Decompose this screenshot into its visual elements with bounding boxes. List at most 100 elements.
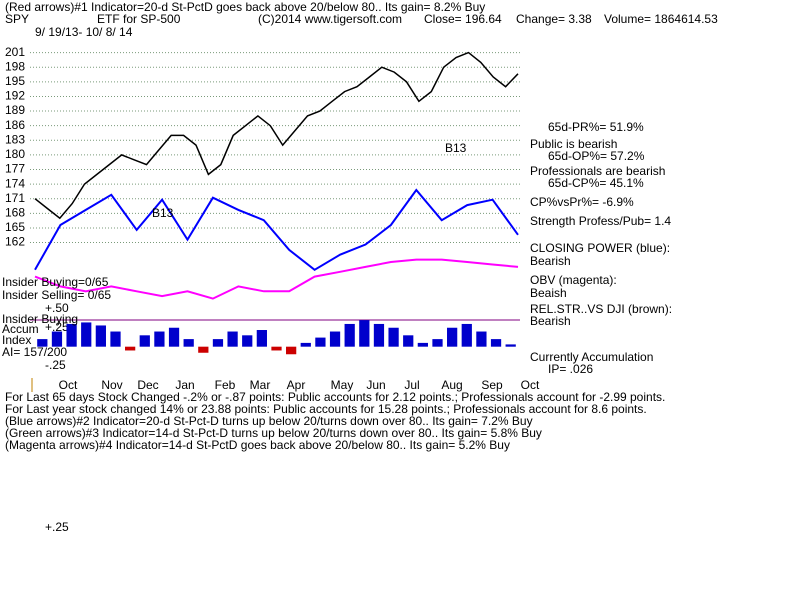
right-note: IP= .026 [548,362,593,376]
accumulation-bar [154,331,165,347]
right-note: Bearish [530,254,571,268]
x-tick-label: Jun [366,378,385,392]
y-tick-label: 195 [5,74,25,88]
accumulation-bar [110,331,121,347]
bottom-note: (Green arrows)#3 Indicator=14-d St-Pct-D… [5,426,542,440]
x-tick-label: Jan [175,378,194,392]
x-tick-label: Oct [521,378,540,392]
right-note: Currently Accumulation [530,350,653,364]
left-note: Insider Buying=0/65 [2,275,109,289]
header-field: Close= 196.64 [424,12,502,26]
x-tick-label: Feb [215,378,236,392]
x-tick-label: Sep [481,378,503,392]
y-tick-label: 162 [5,235,25,249]
accumulation-bar [447,327,458,347]
closing-power-line [34,188,519,272]
bottom-note: (Magenta arrows)#4 Indicator=14-d St-Pct… [5,438,510,452]
right-note: CP%vsPr%= -6.9% [530,195,634,209]
bottom-note: (Blue arrows)#2 Indicator=20-d St-Pct-D … [5,414,533,428]
price-line [34,51,519,220]
accumulation-bar [388,327,399,347]
accumulation-bar [432,339,443,347]
right-note: Professionals are bearish [530,164,665,178]
accumulation-bar [198,346,209,353]
accumulation-bar [256,330,267,347]
right-note: 65d-CP%= 45.1% [548,176,644,190]
accumulation-bar [271,346,282,351]
accumulation-bar [37,339,48,347]
accumulation-bar [359,320,370,347]
accumulation-bar [315,337,326,347]
y-tick-label: 201 [5,45,25,59]
x-tick-label: Dec [137,378,158,392]
y-tick-label: 186 [5,118,25,132]
right-note: 65d-OP%= 57.2% [548,149,645,163]
accumulation-bar [344,323,355,347]
accumulation-bar [168,327,180,347]
y-tick-label: 168 [5,206,25,220]
right-note: CLOSING POWER (blue): [530,241,670,255]
accumulation-bar [403,335,414,347]
x-tick-label: Aug [441,378,462,392]
accumulation-bar [490,339,502,347]
accumulation-bar [212,339,224,347]
y-tick-label: 165 [5,220,25,234]
accumulation-bar [505,344,516,347]
accumulation-bar [183,339,194,347]
accumulation-bar [461,323,472,347]
stray-label: +.25 [45,520,69,534]
left-note: Accum [2,322,39,336]
accumulation-bar [329,331,341,347]
chart-label: B13 [152,206,174,220]
accumulation-bar [227,331,238,347]
y-tick-label: 198 [5,59,25,73]
chart-subtitle: 9/ 19/13- 10/ 8/ 14 [35,25,133,39]
accumulation-bar [373,323,385,347]
right-note: Strength Profess/Pub= 1.4 [530,214,671,228]
ai-tick-label: +.50 [45,301,69,315]
header-field: SPY [5,12,29,26]
accumulation-bar [81,322,92,347]
right-note: 65d-PR%= 51.9% [548,120,644,134]
y-tick-label: 192 [5,89,25,103]
right-note: OBV (magenta): [530,273,617,287]
accumulation-bar [417,342,428,347]
bottom-note: For Last year stock changed 14% or 23.88… [5,402,647,416]
right-note: REL.STR..VS DJI (brown): [530,302,672,316]
accumulation-bar [66,323,77,347]
right-note: Bearish [530,314,571,328]
x-tick-label: May [331,378,354,392]
accumulation-bar [51,331,63,347]
y-tick-label: 174 [5,176,25,190]
header-field: Change= 3.38 [516,12,592,26]
accumulation-bar [300,342,311,347]
left-note: Insider Selling= 0/65 [2,288,111,302]
x-tick-label: Oct [59,378,78,392]
accumulation-bar [95,325,106,347]
y-tick-label: 189 [5,103,25,117]
y-tick-label: 180 [5,147,25,161]
x-tick-label: Nov [101,378,122,392]
left-note: Index [2,333,31,347]
y-tick-label: 177 [5,162,25,176]
left-note: Insider Buying [2,312,78,326]
chart-label: B13 [445,141,467,155]
chart-title: (Red arrows)#1 Indicator=20-d St-PctD go… [5,0,485,14]
y-tick-label: 171 [5,191,25,205]
header-field: (C)2014 www.tigersoft.com [258,12,402,26]
accumulation-bar [139,335,150,347]
right-note: Beaish [530,286,567,300]
x-tick-label: Mar [250,378,271,392]
accumulation-bar [125,346,136,351]
accumulation-bar [242,335,253,347]
header-field: ETF for SP-500 [97,12,181,26]
obv-line [34,258,519,300]
accumulation-bar [476,331,487,347]
x-tick-label: Apr [287,378,306,392]
x-tick-label: Jul [404,378,419,392]
y-tick-label: 183 [5,132,25,146]
left-note: AI= 157/200 [2,345,67,359]
header-field: Volume= 1864614.53 [604,12,718,26]
bottom-note: For Last 65 days Stock Changed -.2% or -… [5,390,665,404]
